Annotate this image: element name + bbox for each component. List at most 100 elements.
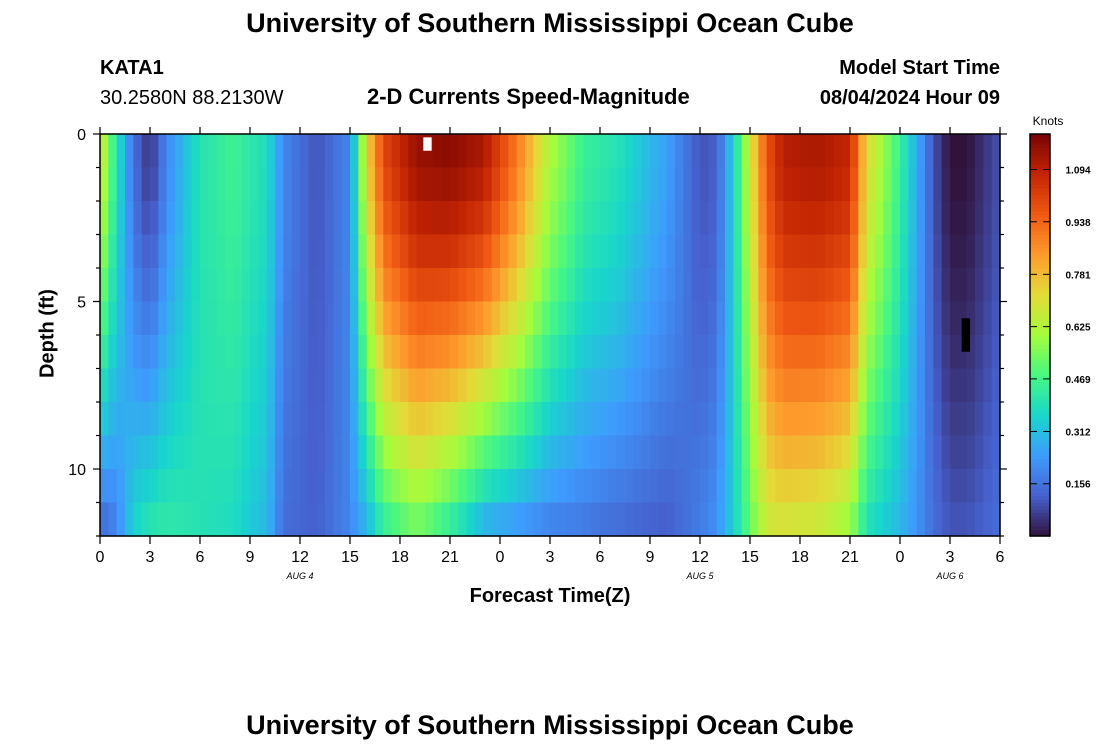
- heatmap-cell: [166, 134, 176, 169]
- heatmap-cell: [166, 335, 176, 370]
- heatmap-cell: [358, 502, 368, 537]
- heatmap-cell: [275, 502, 284, 537]
- heatmap-cell: [408, 301, 418, 336]
- heatmap-cell: [475, 201, 484, 236]
- heatmap-cell: [650, 435, 659, 470]
- heatmap-cell: [783, 402, 793, 437]
- heatmap-cell: [975, 134, 984, 169]
- heatmap-cell: [191, 469, 201, 504]
- heatmap-cell: [225, 167, 234, 202]
- heatmap-cell: [483, 435, 493, 470]
- heatmap-cell: [908, 469, 918, 504]
- colorbar-cell: [1030, 197, 1050, 202]
- heatmap-cell: [250, 435, 259, 470]
- heatmap-cell: [550, 134, 559, 169]
- heatmap-cell: [633, 469, 643, 504]
- heatmap-cell: [391, 435, 401, 470]
- heatmap-cell: [366, 201, 376, 236]
- heatmap-cell: [966, 268, 976, 303]
- heatmap-cell: [341, 268, 351, 303]
- heatmap-cell: [791, 368, 801, 403]
- heatmap-cell: [516, 301, 526, 336]
- heatmap-cell: [825, 268, 834, 303]
- heatmap-cell: [116, 335, 126, 370]
- heatmap-cell: [916, 234, 926, 269]
- heatmap-cell: [650, 167, 659, 202]
- heatmap-cell: [416, 234, 426, 269]
- heatmap-cell: [558, 301, 568, 336]
- heatmap-cell: [333, 167, 343, 202]
- heatmap-cell: [650, 502, 659, 537]
- heatmap-cell: [633, 234, 643, 269]
- heatmap-cell: [166, 268, 176, 303]
- heatmap-cell: [441, 268, 451, 303]
- heatmap-cell: [400, 469, 409, 504]
- colorbar-cell: [1030, 335, 1050, 339]
- heatmap-cell: [916, 435, 926, 470]
- heatmap-cell: [358, 201, 368, 236]
- heatmap-cell: [891, 502, 901, 537]
- station-coordinates: 30.2580N 88.2130W: [100, 87, 284, 109]
- heatmap-cell: [225, 502, 234, 537]
- heatmap-cell: [141, 502, 151, 537]
- heatmap-cell: [750, 368, 759, 403]
- heatmap-cell: [241, 301, 251, 336]
- heatmap-cell: [383, 201, 393, 236]
- colorbar-cell: [1030, 482, 1050, 487]
- heatmap-cell: [191, 134, 201, 169]
- heatmap-cell: [108, 301, 118, 336]
- heatmap-cell: [533, 167, 543, 202]
- heatmap-cell: [541, 435, 551, 470]
- heatmap-cell: [241, 134, 251, 169]
- colorbar-cell: [1030, 391, 1050, 396]
- heatmap-cell: [508, 134, 518, 169]
- heatmap-cell: [283, 301, 293, 336]
- heatmap-cell: [566, 201, 576, 236]
- heatmap-cell: [333, 234, 343, 269]
- heatmap-cell: [483, 268, 493, 303]
- heatmap-cell: [566, 134, 576, 169]
- heatmap-cell: [458, 167, 468, 202]
- heatmap-cell: [925, 368, 934, 403]
- heatmap-cell: [675, 167, 684, 202]
- heatmap-cell: [150, 368, 159, 403]
- heatmap-cell: [333, 435, 343, 470]
- heatmap-cell: [366, 234, 376, 269]
- heatmap-cell: [358, 469, 368, 504]
- heatmap-cell: [575, 234, 584, 269]
- heatmap-cell: [108, 167, 118, 202]
- colorbar-cell: [1030, 378, 1050, 383]
- heatmap-cell: [600, 201, 609, 236]
- heatmap-cell: [708, 201, 718, 236]
- heatmap-cell: [483, 167, 493, 202]
- heatmap-cell: [950, 201, 959, 236]
- heatmap-cell: [425, 234, 434, 269]
- colorbar-cell: [1030, 381, 1050, 386]
- heatmap-cell: [966, 301, 976, 336]
- heatmap-cell: [116, 502, 126, 537]
- colorbar-cell: [1030, 291, 1050, 296]
- heatmap-cell: [583, 435, 593, 470]
- heatmap-cell: [366, 435, 376, 470]
- heatmap-cell: [125, 469, 134, 504]
- heatmap-cell: [191, 201, 201, 236]
- heatmap-cell: [216, 268, 226, 303]
- heatmap-cell: [491, 201, 501, 236]
- heatmap-cell: [466, 234, 476, 269]
- heatmap-cell: [200, 368, 209, 403]
- heatmap-cell: [641, 435, 651, 470]
- heatmap-cell: [341, 469, 351, 504]
- heatmap-cell: [741, 134, 751, 169]
- heatmap-cell: [958, 402, 968, 437]
- heatmap-cell: [533, 435, 543, 470]
- heatmap-cell: [958, 469, 968, 504]
- colorbar-cell: [1030, 170, 1050, 175]
- heatmap-cell: [816, 435, 826, 470]
- heatmap-cell: [441, 167, 451, 202]
- heatmap-cell: [266, 201, 276, 236]
- heatmap-cell: [883, 368, 893, 403]
- heatmap-cell: [416, 201, 426, 236]
- heatmap-cell: [325, 268, 334, 303]
- heatmap-cell: [808, 234, 818, 269]
- heatmap-cell: [508, 402, 518, 437]
